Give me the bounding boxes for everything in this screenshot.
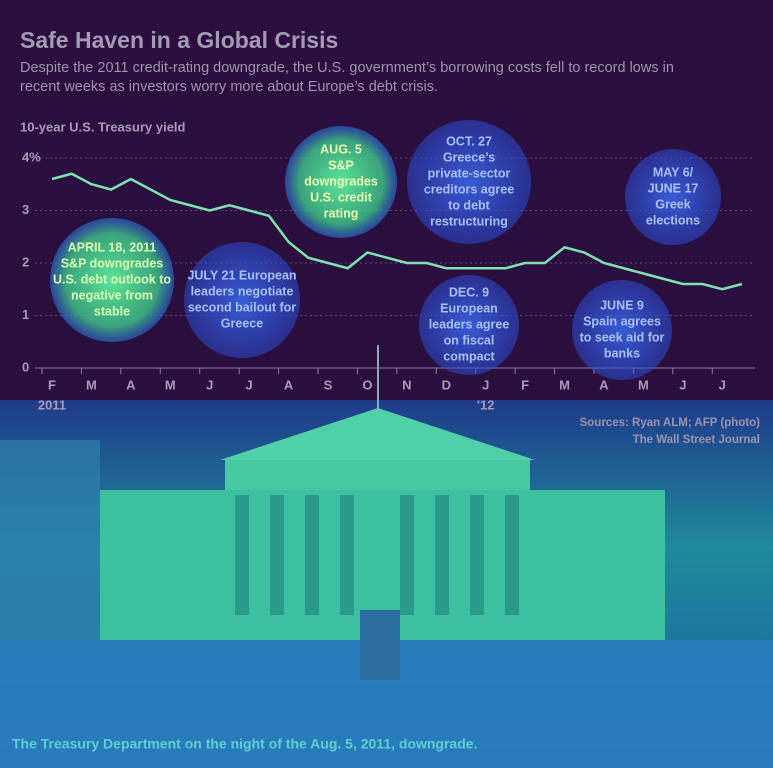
annotation-text: restructuring <box>430 214 508 228</box>
annotation-text: second bailout for <box>188 300 296 314</box>
x-tick-label: M <box>559 377 570 392</box>
annotation-bubble <box>407 120 531 244</box>
annotation-text: Greece’s <box>443 150 495 164</box>
x-tick-label: A <box>284 377 294 392</box>
annotation-text: negative from <box>71 288 153 302</box>
x-tick-label: J <box>482 377 489 392</box>
x-tick-label: J <box>679 377 686 392</box>
plot: 0 1 2 3 4% F M A M J J A S O N D J F M A M J J 2011 '12 APRIL 18,… <box>22 120 755 412</box>
chart-subtitle: Despite the 2011 credit-rating downgrade… <box>20 60 678 95</box>
annotation-bubble <box>572 280 672 380</box>
annotation-text: Spain agrees <box>583 314 661 328</box>
annotation-text: MAY 6/ <box>653 165 694 179</box>
annotation-text: to seek aid for <box>580 330 665 344</box>
yield-line <box>51 172 743 291</box>
caption: The Treasury Department on the night of … <box>12 736 477 752</box>
annotation-text: S&P <box>328 158 354 172</box>
annotation-text: compact <box>443 349 495 363</box>
year-label: 2011 <box>38 397 66 412</box>
annotation-text: S&P downgrades <box>61 256 164 270</box>
annotation-text: private-sector <box>428 166 511 180</box>
annotation-text: leaders negotiate <box>191 284 294 298</box>
annotation-text: APRIL 18, 2011 <box>68 240 157 254</box>
y-tick-label: 3 <box>22 202 29 217</box>
annotation-bubble <box>285 126 397 238</box>
annotation-text: AUG. 5 <box>320 142 362 156</box>
x-tick-label: M <box>86 377 97 392</box>
annotation-text: JUNE 9 <box>600 298 644 312</box>
annotation-text: leaders agree <box>429 317 510 331</box>
annotation-text: downgrades <box>304 174 378 188</box>
annotation-text: Greece <box>221 316 263 330</box>
annotation-text: JULY 21 European <box>187 268 296 282</box>
y-axis-label: 10-year U.S. Treasury yield <box>20 119 186 134</box>
annotation-text: on fiscal <box>444 333 495 347</box>
publisher: The Wall Street Journal <box>633 434 760 446</box>
annotation-text: creditors agree <box>424 182 514 196</box>
x-tick-label: J <box>246 377 253 392</box>
y-tick-label: 4% <box>22 149 41 164</box>
annotation-bubble <box>50 218 174 342</box>
x-tick-label: J <box>719 377 726 392</box>
annotation-text: stable <box>94 304 130 318</box>
annotation-bubble <box>184 242 300 358</box>
sources: Sources: Ryan ALM; AFP (photo) <box>580 417 761 429</box>
x-tick-label: N <box>402 377 411 392</box>
x-tick-label: F <box>521 377 529 392</box>
x-tick-label: O <box>362 377 372 392</box>
x-tick-label: F <box>48 377 56 392</box>
annotation-text: banks <box>604 346 640 360</box>
photo <box>0 345 773 768</box>
annotation-text: DEC. 9 <box>449 285 489 299</box>
annotation-text: OCT. 27 <box>446 134 492 148</box>
chart-title: Safe Haven in a Global Crisis <box>20 27 338 53</box>
annotation-bubble <box>419 275 519 375</box>
annotation-text: U.S. debt outlook to <box>53 272 171 286</box>
x-tick-label: M <box>165 377 176 392</box>
annotation-text: elections <box>646 213 700 227</box>
x-tick-label: A <box>126 377 136 392</box>
x-tick-label: A <box>599 377 609 392</box>
x-tick-label: J <box>206 377 213 392</box>
annotation-text: to debt <box>448 198 490 212</box>
annotation-bubble <box>625 149 721 245</box>
y-tick-label: 2 <box>22 254 29 269</box>
annotation-text: JUNE 17 <box>648 181 699 195</box>
x-tick-label: D <box>442 377 451 392</box>
x-tick-label: M <box>638 377 649 392</box>
x-tick-label: S <box>324 377 333 392</box>
year-label: '12 <box>477 397 495 412</box>
annotation-text: U.S. credit <box>310 190 373 204</box>
y-tick-label: 1 <box>22 307 29 322</box>
annotation-text: Greek <box>655 197 690 211</box>
annotation-text: European <box>440 301 498 315</box>
y-tick-label: 0 <box>22 359 29 374</box>
annotation-text: rating <box>324 206 359 220</box>
